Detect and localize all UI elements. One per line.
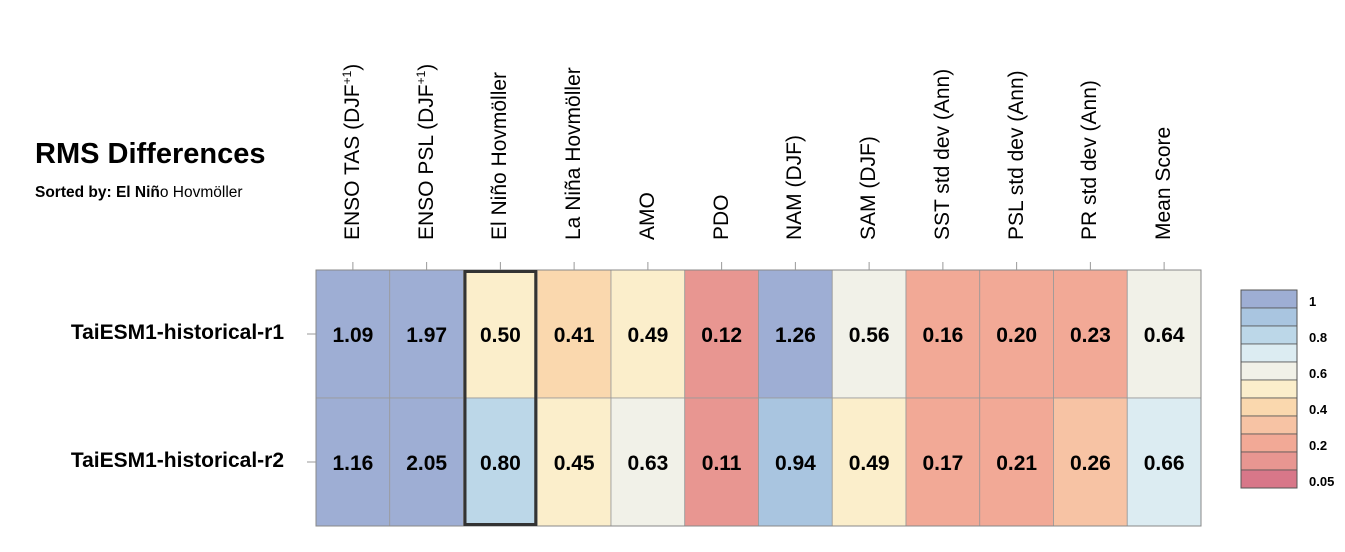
colorbar-label: 0.4 [1309, 402, 1328, 417]
cell-value: 1.26 [775, 324, 816, 347]
chart-subtitle: Sorted by: El Niño Hovmöller [35, 184, 243, 202]
cell-value: 0.16 [922, 324, 963, 347]
cell-value: 0.11 [702, 452, 742, 475]
heatmap-cell [979, 269, 1054, 399]
heatmap-cell [831, 269, 907, 399]
heatmap-cell [1053, 397, 1128, 527]
heatmap-cell [758, 397, 833, 527]
cell-value: 0.49 [627, 324, 668, 347]
colorbar-label: 0.8 [1309, 330, 1327, 345]
cell-value: 0.45 [554, 452, 595, 475]
heatmap-cell [315, 397, 391, 527]
heatmap-cell [979, 397, 1054, 527]
row-label: TaiESM1-historical-r2 [70, 449, 284, 472]
cell-value: 0.63 [627, 452, 668, 475]
heatmap-cell [1053, 269, 1128, 399]
cell-value: 0.56 [849, 324, 890, 347]
row-label: TaiESM1-historical-r1 [70, 321, 284, 344]
cell-value: 1.16 [332, 452, 373, 475]
colorbar-swatch [1240, 289, 1298, 309]
colorbar-label: 0.2 [1309, 438, 1327, 453]
grid-border [315, 269, 1202, 527]
cell-value: 0.23 [1070, 324, 1111, 347]
colorbar-swatch [1240, 307, 1298, 327]
colorbar-swatch [1240, 379, 1298, 399]
cell-value: 0.64 [1144, 324, 1185, 347]
chart-title: RMS Differences [35, 138, 266, 170]
heatmap-cell [536, 397, 612, 527]
cell-value: 0.12 [701, 324, 742, 347]
heatmap-cell [536, 269, 612, 399]
heatmap-cell [1126, 397, 1202, 527]
cell-value: 0.80 [480, 452, 521, 475]
colorbar-swatch [1240, 397, 1298, 417]
cell-value: 2.05 [406, 452, 447, 475]
cell-value: 0.50 [480, 324, 521, 347]
heatmap-cell [831, 397, 907, 527]
cell-value: 0.66 [1144, 452, 1185, 475]
colorbar-swatch [1240, 451, 1298, 471]
subtitle-suffix: o Hovmöller [159, 184, 243, 201]
cell-value: 0.20 [996, 324, 1037, 347]
colorbar-label: 1 [1309, 294, 1316, 309]
cell-value: 0.26 [1070, 452, 1111, 475]
heatmap-cell [905, 269, 981, 399]
colorbar-swatch [1240, 415, 1298, 435]
cell-value: 0.49 [849, 452, 890, 475]
heatmap-cell [758, 269, 833, 399]
cell-value: 0.21 [996, 452, 1037, 475]
heatmap-cell [684, 269, 759, 399]
cell-value: 0.41 [554, 324, 595, 347]
colorbar-swatch [1240, 361, 1298, 381]
heatmap-cell [905, 397, 981, 527]
heatmap-cell [610, 397, 686, 527]
colorbar-swatch [1240, 433, 1298, 453]
heatmap-cell [1126, 269, 1202, 399]
colorbar-label: 0.6 [1309, 366, 1327, 381]
sorted-column-highlight [463, 270, 538, 526]
colorbar-swatch [1240, 325, 1298, 345]
cell-value: 1.97 [406, 324, 447, 347]
cell-value: 1.09 [332, 324, 373, 347]
cell-value: 0.17 [922, 452, 963, 475]
colorbar-swatch [1240, 343, 1298, 363]
colorbar-swatch [1240, 469, 1298, 489]
colorbar-border [1240, 289, 1298, 489]
colorbar-label: 0.05 [1309, 474, 1334, 489]
cell-value: 0.94 [775, 452, 816, 475]
subtitle-prefix: Sorted by: El Niñ [35, 184, 160, 201]
